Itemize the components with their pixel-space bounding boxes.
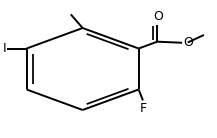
Text: O: O [183,36,193,49]
Text: F: F [139,103,146,116]
Text: O: O [153,10,163,23]
Text: I: I [3,42,7,55]
